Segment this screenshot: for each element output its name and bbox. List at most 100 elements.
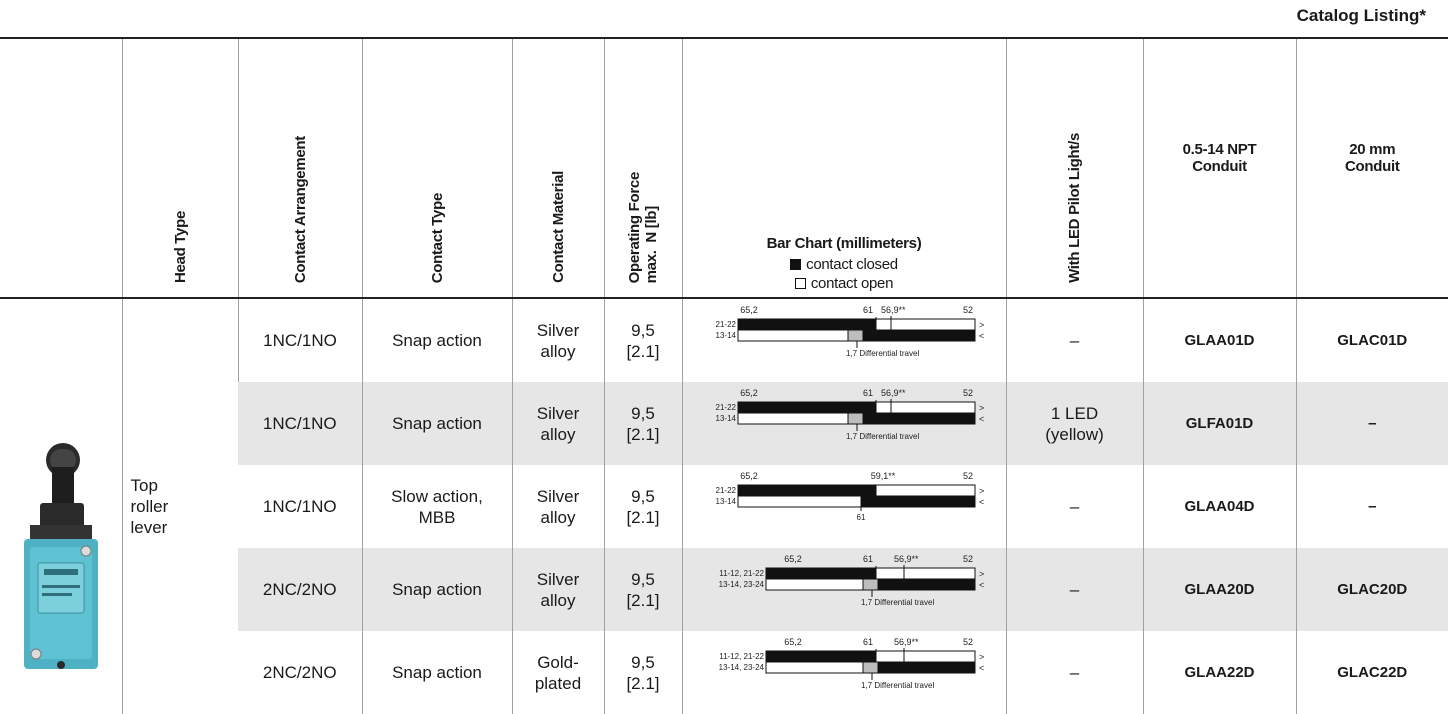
type-cell: Snap action bbox=[362, 382, 512, 465]
end-mark: < bbox=[979, 580, 984, 590]
force-cell: 9,5[2.1] bbox=[604, 631, 682, 714]
travel-label: 61 bbox=[862, 388, 872, 398]
legend-text: contact closed bbox=[806, 256, 898, 273]
npt-cell: GLAA22D bbox=[1143, 631, 1296, 714]
arrangement-cell: 2NC/2NO bbox=[238, 631, 362, 714]
header-cell: With LED Pilot Light/s bbox=[1006, 39, 1143, 298]
led-cell: 1 LED(yellow) bbox=[1006, 382, 1143, 465]
end-mark: < bbox=[979, 497, 984, 507]
type-cell: Snap action bbox=[362, 631, 512, 714]
circuit-label: 13-14, 23-24 bbox=[718, 663, 764, 672]
swatch-open bbox=[795, 278, 806, 289]
image-cell bbox=[0, 298, 122, 714]
header-text: Bar Chart (millimeters) bbox=[683, 233, 1006, 255]
travel-label: 56,9** bbox=[894, 554, 919, 564]
cell-line: 9,5 bbox=[605, 569, 682, 590]
circuit-label: 13-14 bbox=[715, 414, 736, 423]
cell-line: 9,5 bbox=[605, 403, 682, 424]
led-cell: – bbox=[1006, 548, 1143, 631]
differential-note: 1,7 Differential travel bbox=[846, 432, 919, 441]
cell-line: lever bbox=[131, 517, 238, 538]
end-mark: > bbox=[979, 320, 984, 330]
bar-segment bbox=[738, 402, 876, 413]
led-cell: – bbox=[1006, 298, 1143, 382]
arrangement-cell: 1NC/1NO bbox=[238, 382, 362, 465]
cell-line: roller bbox=[131, 496, 238, 517]
circuit-label: 13-14 bbox=[715, 331, 736, 340]
cell-line: alloy bbox=[513, 341, 604, 362]
end-mark: > bbox=[979, 403, 984, 413]
travel-label: 61 bbox=[862, 305, 872, 315]
cell-line: Silver bbox=[513, 486, 604, 507]
led-cell: – bbox=[1006, 465, 1143, 548]
bar-segment bbox=[848, 413, 863, 424]
cell-line: 9,5 bbox=[605, 652, 682, 673]
header-text: Contact Arrangement bbox=[292, 136, 309, 293]
end-mark: < bbox=[979, 331, 984, 341]
bar-segment bbox=[863, 579, 878, 590]
page: Catalog Listing* Head Type Contact Arran… bbox=[0, 0, 1448, 686]
npt-cell: GLFA01D bbox=[1143, 382, 1296, 465]
legend-item: contact open bbox=[683, 274, 1006, 293]
catalog-listing: Catalog Listing* bbox=[1297, 6, 1426, 26]
mm20-cell: GLAC01D bbox=[1296, 298, 1448, 382]
circuit-label: 13-14 bbox=[715, 497, 736, 506]
header-line: 0.5-14 NPT bbox=[1144, 141, 1296, 158]
cell-line: (yellow) bbox=[1007, 424, 1143, 445]
type-cell: Snap action bbox=[362, 548, 512, 631]
travel-label: 61 bbox=[862, 637, 872, 647]
travel-label: 56,9** bbox=[894, 637, 919, 647]
header-text: Head Type bbox=[172, 211, 189, 293]
header-line: 20 mm bbox=[1297, 141, 1448, 158]
circuit-label: 21-22 bbox=[715, 320, 736, 329]
catalog-table: Head Type Contact Arrangement Contact Ty… bbox=[0, 39, 1448, 714]
arrangement-cell: 2NC/2NO bbox=[238, 548, 362, 631]
type-cell: Slow action,MBB bbox=[362, 465, 512, 548]
product-image bbox=[16, 439, 106, 679]
travel-label: 65,2 bbox=[784, 554, 802, 564]
cell-line: Silver bbox=[513, 403, 604, 424]
bar-segment bbox=[876, 485, 975, 496]
mm20-cell: – bbox=[1296, 382, 1448, 465]
bar-segment bbox=[863, 662, 878, 673]
bar-segment bbox=[738, 330, 848, 341]
travel-label: 65,2 bbox=[784, 637, 802, 647]
cell-line: [2.1] bbox=[605, 590, 682, 611]
circuit-label: 11-12, 21-22 bbox=[719, 652, 764, 661]
travel-label: 52 bbox=[962, 554, 972, 564]
travel-label: 52 bbox=[962, 305, 972, 315]
cell-line: [2.1] bbox=[605, 673, 682, 694]
end-mark: < bbox=[979, 414, 984, 424]
bar-segment bbox=[878, 579, 975, 590]
force-cell: 9,5[2.1] bbox=[604, 465, 682, 548]
bar-segment bbox=[878, 662, 975, 673]
travel-label: 65,2 bbox=[740, 388, 758, 398]
force-cell: 9,5[2.1] bbox=[604, 382, 682, 465]
bar-segment bbox=[876, 568, 975, 579]
npt-cell: GLAA04D bbox=[1143, 465, 1296, 548]
end-mark: < bbox=[979, 663, 984, 673]
header-cell: Contact Material bbox=[512, 39, 604, 298]
cell-line: Gold- bbox=[513, 652, 604, 673]
cell-line: 9,5 bbox=[605, 320, 682, 341]
cell-line: 1 LED bbox=[1007, 403, 1143, 424]
header-cell: Bar Chart (millimeters) contact closed c… bbox=[682, 39, 1006, 298]
travel-label: 56,9** bbox=[881, 388, 906, 398]
bar-segment bbox=[876, 651, 975, 662]
differential-note: 1,7 Differential travel bbox=[846, 349, 919, 358]
cell-line: alloy bbox=[513, 590, 604, 611]
